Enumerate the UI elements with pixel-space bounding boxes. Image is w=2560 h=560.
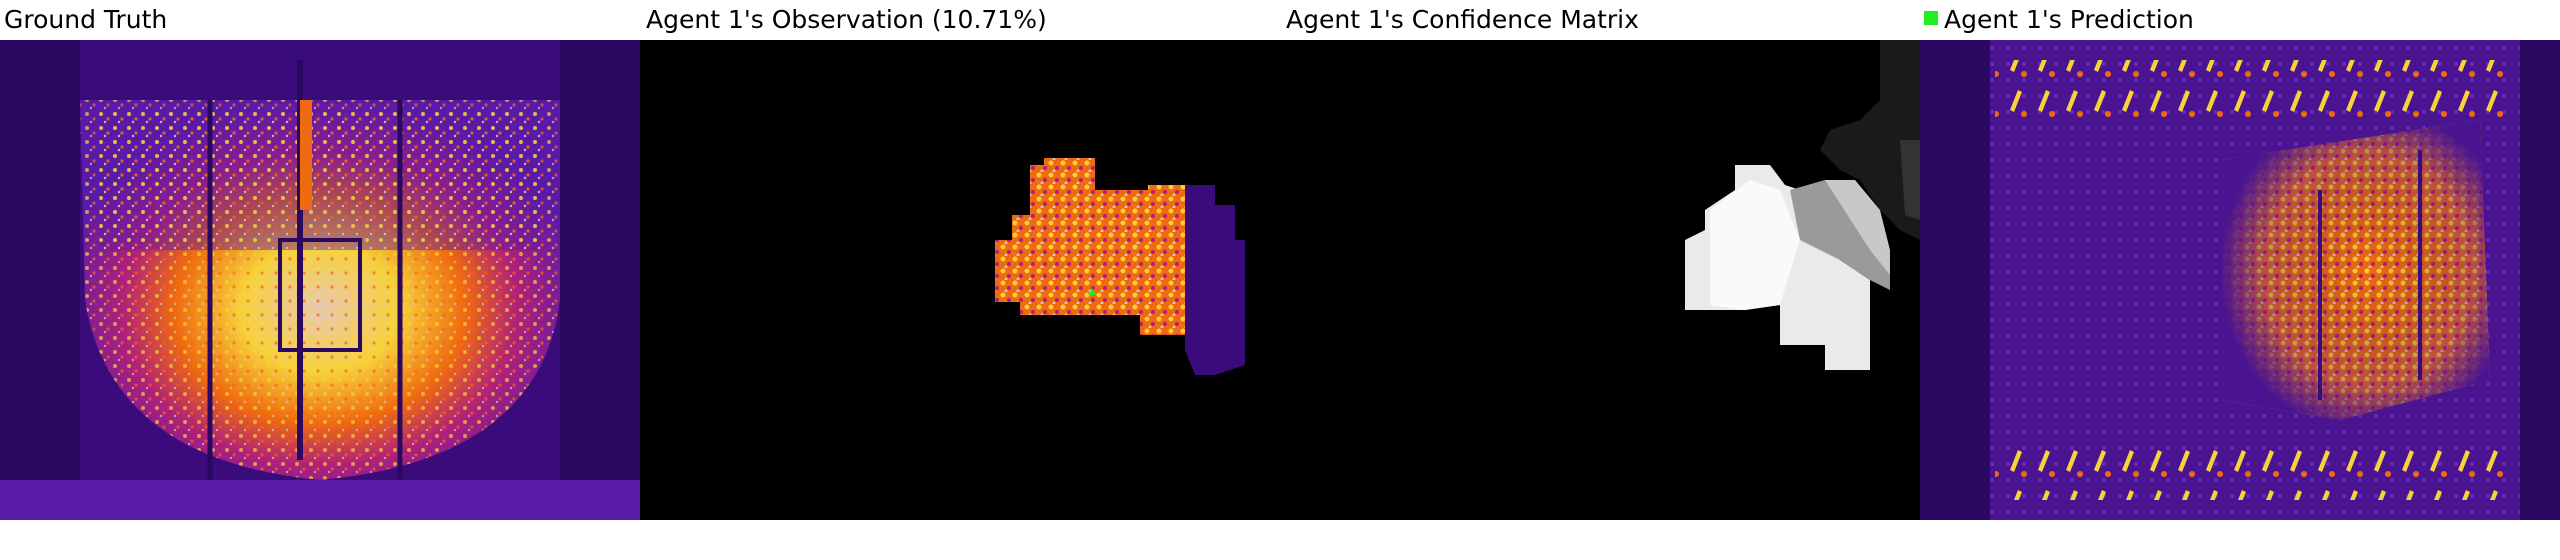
- confidence-panel: [1280, 40, 1920, 520]
- prediction-panel: [1920, 40, 2560, 520]
- prediction-image: [1920, 40, 2560, 520]
- ground-truth-panel: [0, 40, 640, 520]
- prediction-label: Agent 1's Prediction: [1924, 2, 2194, 38]
- ground-truth-label: Ground Truth: [4, 5, 168, 34]
- observation-image: [640, 40, 1280, 520]
- prediction-label-text: Agent 1's Prediction: [1944, 5, 2194, 34]
- observation-label: Agent 1's Observation (10.71%): [646, 5, 1047, 34]
- confidence-image: [1280, 40, 1920, 520]
- prediction-legend-swatch: [1924, 11, 1938, 25]
- observation-panel: [640, 40, 1280, 520]
- agent-marker: [1088, 288, 1096, 295]
- ground-truth-image: [0, 40, 640, 520]
- confidence-label: Agent 1's Confidence Matrix: [1286, 5, 1639, 34]
